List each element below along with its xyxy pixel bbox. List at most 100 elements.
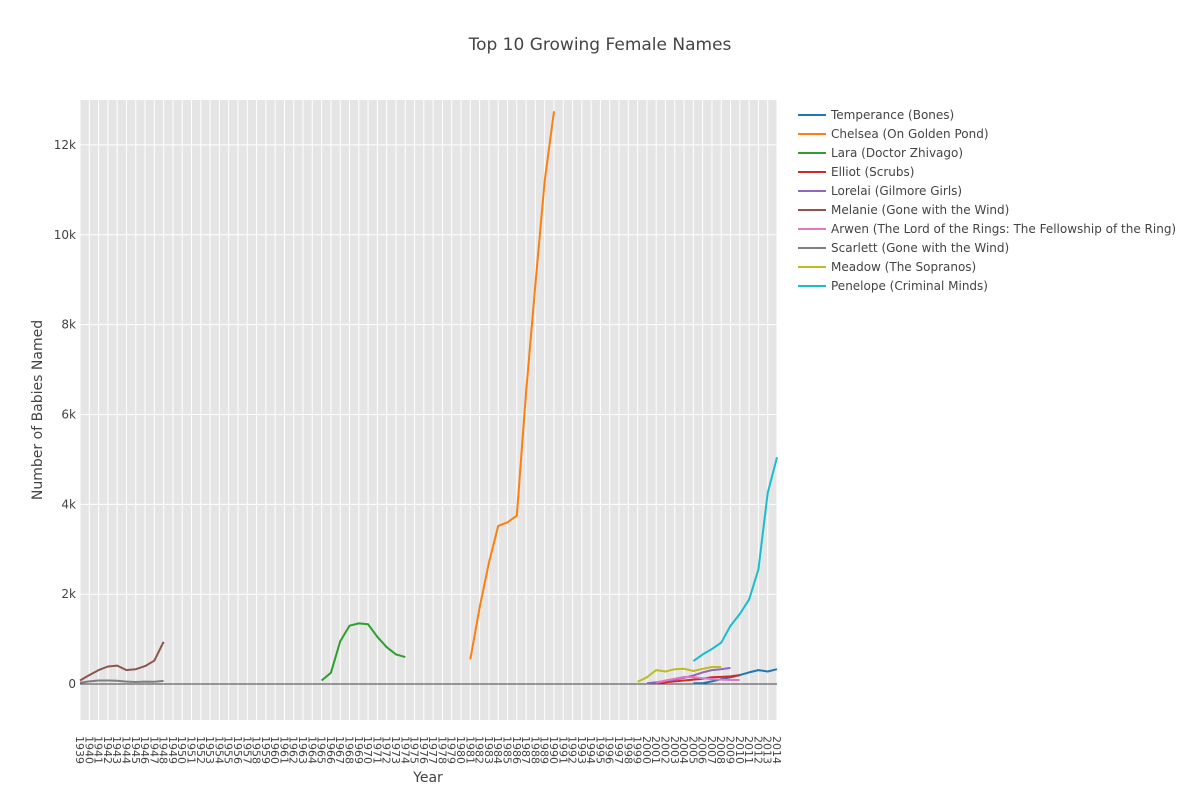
x-tick-label: 1998 bbox=[621, 736, 634, 764]
x-tick-label: 1966 bbox=[324, 736, 337, 764]
y-tick-label: 4k bbox=[61, 497, 76, 511]
x-tick-label: 2008 bbox=[714, 736, 727, 764]
x-tick-label: 1971 bbox=[370, 736, 383, 764]
x-tick-label: 2013 bbox=[761, 736, 774, 764]
plot-background bbox=[80, 100, 777, 720]
x-tick-label: 1976 bbox=[417, 736, 430, 764]
x-tick-label: 1941 bbox=[92, 736, 105, 764]
x-tick-label: 2004 bbox=[677, 736, 690, 764]
x-tick-label: 1990 bbox=[547, 736, 560, 764]
x-tick-label: 1991 bbox=[556, 736, 569, 764]
x-tick-label: 1986 bbox=[510, 736, 523, 764]
x-tick-label: 2006 bbox=[696, 736, 709, 764]
series-line[interactable] bbox=[320, 622, 406, 682]
y-tick-label: 6k bbox=[61, 407, 76, 421]
x-gridlines bbox=[79, 100, 778, 720]
x-tick-label: 1974 bbox=[398, 736, 411, 764]
x-tick-label: 1960 bbox=[268, 736, 281, 764]
legend-label: Lorelai (Gilmore Girls) bbox=[831, 184, 962, 198]
x-tick-label: 1995 bbox=[593, 736, 606, 764]
legend-item[interactable]: Scarlett (Gone with the Wind) bbox=[798, 241, 1009, 255]
legend-item[interactable]: Temperance (Bones) bbox=[798, 108, 954, 122]
series-line[interactable] bbox=[656, 674, 740, 685]
legend-label: Lara (Doctor Zhivago) bbox=[831, 146, 963, 160]
x-tick-label: 1967 bbox=[333, 736, 346, 764]
y-tick-labels: 0 2k 4k 6k 8k 10k 12k bbox=[54, 138, 76, 691]
x-tick-label: 1963 bbox=[296, 736, 309, 764]
x-tick-label: 1954 bbox=[212, 736, 225, 764]
y-gridlines bbox=[80, 144, 777, 595]
x-tick-label: 1984 bbox=[491, 736, 504, 764]
x-tick-label: 2001 bbox=[649, 736, 662, 764]
y-tick-label: 8k bbox=[61, 318, 76, 332]
chart-title: Top 10 Growing Female Names bbox=[468, 35, 732, 55]
x-tick-label: 1978 bbox=[435, 736, 448, 764]
series-line[interactable] bbox=[79, 641, 165, 682]
x-tick-label: 2010 bbox=[733, 736, 746, 764]
series-lines bbox=[79, 111, 778, 685]
x-tick-label: 1983 bbox=[482, 736, 495, 764]
legend[interactable]: Temperance (Bones) Chelsea (On Golden Pon… bbox=[798, 108, 1176, 293]
x-tick-label: 1992 bbox=[566, 736, 579, 764]
series-line[interactable] bbox=[692, 456, 778, 662]
x-tick-label: 1957 bbox=[240, 736, 253, 764]
x-tick-label: 1970 bbox=[361, 736, 374, 764]
series-line[interactable] bbox=[469, 111, 555, 660]
legend-label: Arwen (The Lord of the Rings: The Fellow… bbox=[831, 222, 1176, 236]
x-tick-label: 1953 bbox=[203, 736, 216, 764]
series-line[interactable] bbox=[79, 679, 164, 684]
y-tick-label: 0 bbox=[68, 677, 76, 691]
x-tick-label: 1982 bbox=[473, 736, 486, 764]
y-axis-title: Number of Babies Named bbox=[30, 320, 46, 500]
legend-item[interactable]: Penelope (Criminal Minds) bbox=[798, 279, 988, 293]
legend-item[interactable]: Lara (Doctor Zhivago) bbox=[798, 146, 963, 160]
x-tick-label: 1949 bbox=[166, 736, 179, 764]
x-tick-label: 1950 bbox=[175, 736, 188, 764]
x-tick-label: 2003 bbox=[668, 736, 681, 764]
x-tick-label: 1951 bbox=[185, 736, 198, 764]
x-tick-label: 1987 bbox=[519, 736, 532, 764]
legend-label: Elliot (Scrubs) bbox=[831, 165, 914, 179]
x-tick-label: 1977 bbox=[426, 736, 439, 764]
x-tick-label: 1999 bbox=[631, 736, 644, 764]
x-tick-label: 1985 bbox=[500, 736, 513, 764]
x-tick-label: 2005 bbox=[686, 736, 699, 764]
legend-item[interactable]: Lorelai (Gilmore Girls) bbox=[798, 184, 962, 198]
legend-label: Penelope (Criminal Minds) bbox=[831, 279, 988, 293]
legend-item[interactable]: Elliot (Scrubs) bbox=[798, 165, 914, 179]
x-tick-label: 1996 bbox=[603, 736, 616, 764]
x-tick-label: 2000 bbox=[640, 736, 653, 764]
x-tick-labels: 1939194019411942194319441945194619471948… bbox=[73, 736, 783, 764]
legend-item[interactable]: Meadow (The Sopranos) bbox=[798, 260, 976, 274]
x-tick-label: 1979 bbox=[445, 736, 458, 764]
legend-label: Temperance (Bones) bbox=[830, 108, 954, 122]
x-tick-label: 1940 bbox=[82, 736, 95, 764]
legend-item[interactable]: Arwen (The Lord of the Rings: The Fellow… bbox=[798, 222, 1176, 236]
x-tick-label: 2007 bbox=[705, 736, 718, 764]
x-tick-label: 1993 bbox=[575, 736, 588, 764]
series-line[interactable] bbox=[637, 666, 722, 683]
x-tick-label: 2002 bbox=[658, 736, 671, 764]
legend-item[interactable]: Melanie (Gone with the Wind) bbox=[798, 203, 1009, 217]
x-tick-label: 2012 bbox=[751, 736, 764, 764]
series-line[interactable] bbox=[655, 675, 740, 684]
x-tick-label: 1959 bbox=[259, 736, 272, 764]
x-tick-label: 1962 bbox=[287, 736, 300, 764]
x-tick-label: 1972 bbox=[380, 736, 393, 764]
y-tick-label: 10k bbox=[54, 228, 76, 242]
x-tick-label: 1981 bbox=[463, 736, 476, 764]
x-tick-label: 1939 bbox=[73, 736, 86, 764]
x-axis-title: Year bbox=[412, 770, 443, 786]
x-tick-label: 1956 bbox=[231, 736, 244, 764]
legend-item[interactable]: Chelsea (On Golden Pond) bbox=[798, 127, 989, 141]
x-tick-label: 1969 bbox=[352, 736, 365, 764]
x-tick-label: 2011 bbox=[742, 736, 755, 764]
legend-label: Scarlett (Gone with the Wind) bbox=[831, 241, 1009, 255]
y-tick-label: 12k bbox=[54, 138, 76, 152]
x-tick-label: 1961 bbox=[277, 736, 290, 764]
legend-label: Melanie (Gone with the Wind) bbox=[831, 203, 1009, 217]
x-tick-label: 1973 bbox=[389, 736, 402, 764]
x-tick-label: 1994 bbox=[584, 736, 597, 764]
